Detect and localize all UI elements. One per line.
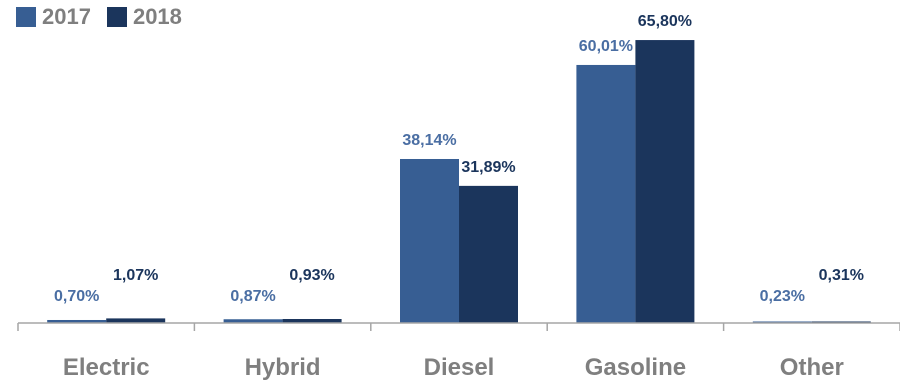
data-label-other-2018: 0,31% — [819, 267, 864, 284]
bar-hybrid-2018 — [282, 319, 342, 323]
bar-electric-2018 — [106, 318, 166, 323]
legend-swatch-2018 — [106, 7, 127, 27]
data-label-gasoline-2017: 60,01% — [579, 38, 633, 55]
data-label-diesel-2017: 38,14% — [402, 132, 456, 149]
legend-item-2017: 2017 — [16, 4, 91, 30]
data-label-hybrid-2018: 0,93% — [289, 267, 334, 284]
data-label-electric-2017: 0,70% — [54, 288, 99, 305]
data-label-hybrid-2017: 0,87% — [230, 288, 275, 305]
bar-gasoline-2017 — [576, 64, 636, 323]
data-label-diesel-2018: 31,89% — [461, 159, 515, 176]
data-label-electric-2018: 1,07% — [113, 267, 158, 284]
data-label-other-2017: 0,23% — [760, 288, 805, 305]
bar-diesel-2017 — [400, 158, 459, 323]
bar-electric-2017 — [47, 319, 107, 323]
legend-label-2017: 2017 — [42, 4, 91, 29]
legend-swatch-2017 — [16, 7, 36, 27]
category-label-electric: Electric — [63, 354, 150, 380]
bar-diesel-2018 — [459, 185, 518, 323]
category-label-diesel: Diesel — [424, 354, 495, 380]
category-label-gasoline: Gasoline — [585, 354, 686, 380]
legend-item-2018: 2018 — [106, 4, 182, 30]
legend-label-2018: 2018 — [132, 4, 182, 29]
bar-gasoline-2018 — [635, 40, 695, 324]
category-label-hybrid: Hybrid — [245, 354, 321, 380]
category-label-other: Other — [780, 354, 844, 380]
bar-hybrid-2017 — [223, 319, 283, 323]
legend: 2017 2018 — [16, 4, 182, 30]
data-label-gasoline-2018: 65,80% — [638, 13, 692, 30]
